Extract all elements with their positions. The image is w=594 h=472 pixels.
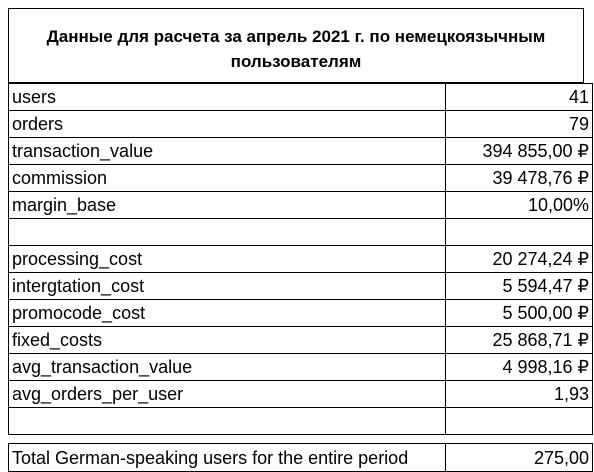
table-row: orders 79 (8, 110, 593, 138)
table-row: transaction_value 394 855,00 ₽ (8, 137, 593, 165)
empty-cell[interactable] (8, 218, 446, 246)
empty-row (8, 218, 593, 246)
total-row: Total German-speaking users for the enti… (8, 443, 593, 472)
cell-label-avg-orders-per-user[interactable]: avg_orders_per_user (8, 380, 446, 408)
empty-cell[interactable] (445, 218, 593, 246)
cell-label-users[interactable]: users (8, 83, 446, 111)
cell-value-transaction-value[interactable]: 394 855,00 ₽ (445, 137, 593, 165)
cell-value-users[interactable]: 41 (445, 83, 593, 111)
cell-value-orders[interactable]: 79 (445, 110, 593, 138)
empty-row (8, 407, 593, 435)
cell-label-orders[interactable]: orders (8, 110, 446, 138)
spacer-cell (8, 434, 446, 444)
table-row: users 41 (8, 83, 593, 111)
cell-value-promocode-cost[interactable]: 5 500,00 ₽ (445, 299, 593, 327)
cell-label-promocode-cost[interactable]: promocode_cost (8, 299, 446, 327)
table-row: avg_orders_per_user 1,93 (8, 380, 593, 408)
table-row: processing_cost 20 274,24 ₽ (8, 245, 593, 273)
table-row: intergtation_cost 5 594,47 ₽ (8, 272, 593, 300)
cell-label-transaction-value[interactable]: transaction_value (8, 137, 446, 165)
spacer-cell (445, 434, 593, 444)
cell-label-intergtation-cost[interactable]: intergtation_cost (8, 272, 446, 300)
spacer-row (8, 434, 593, 444)
cell-value-avg-orders-per-user[interactable]: 1,93 (445, 380, 593, 408)
table-row: promocode_cost 5 500,00 ₽ (8, 299, 593, 327)
cell-value-commission[interactable]: 39 478,76 ₽ (445, 164, 593, 192)
cell-label-fixed-costs[interactable]: fixed_costs (8, 326, 446, 354)
table-title[interactable]: Данные для расчета за апрель 2021 г. по … (8, 8, 584, 83)
table-row: commission 39 478,76 ₽ (8, 164, 593, 192)
cell-label-avg-transaction-value[interactable]: avg_transaction_value (8, 353, 446, 381)
table-row: margin_base 10,00% (8, 191, 593, 219)
empty-cell[interactable] (445, 407, 593, 435)
spreadsheet: Данные для расчета за апрель 2021 г. по … (8, 8, 593, 472)
empty-cell[interactable] (8, 407, 446, 435)
cell-value-avg-transaction-value[interactable]: 4 998,16 ₽ (445, 353, 593, 381)
cell-label-margin-base[interactable]: margin_base (8, 191, 446, 219)
cell-label-processing-cost[interactable]: processing_cost (8, 245, 446, 273)
cell-value-processing-cost[interactable]: 20 274,24 ₽ (445, 245, 593, 273)
cell-value-fixed-costs[interactable]: 25 868,71 ₽ (445, 326, 593, 354)
data-table: users 41 orders 79 transaction_value 394… (8, 83, 593, 472)
cell-label-total-users[interactable]: Total German-speaking users for the enti… (8, 443, 446, 472)
cell-value-margin-base[interactable]: 10,00% (445, 191, 593, 219)
cell-value-total-users[interactable]: 275,00 (445, 443, 593, 472)
cell-label-commission[interactable]: commission (8, 164, 446, 192)
table-row: avg_transaction_value 4 998,16 ₽ (8, 353, 593, 381)
cell-value-intergtation-cost[interactable]: 5 594,47 ₽ (445, 272, 593, 300)
table-row: fixed_costs 25 868,71 ₽ (8, 326, 593, 354)
